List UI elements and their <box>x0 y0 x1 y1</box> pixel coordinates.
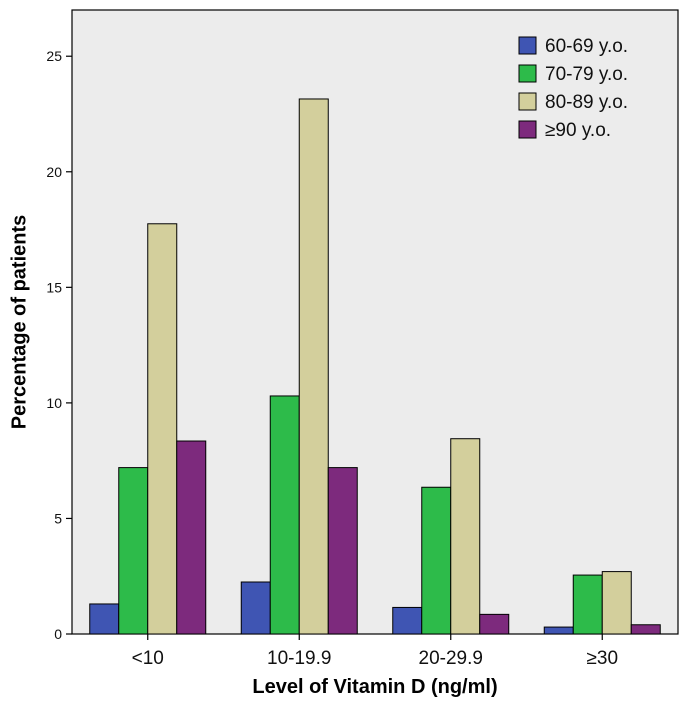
y-tick-label: 10 <box>46 395 62 411</box>
x-axis: <10 10-19.9 20-29.9 ≥30 <box>132 634 618 669</box>
bar-4-2 <box>572 574 603 635</box>
legend-label: 60-69 y.o. <box>545 36 628 57</box>
bar-3-4 <box>479 613 510 635</box>
bar-2-4 <box>327 467 358 635</box>
bar-2-1 <box>240 581 271 635</box>
y-axis-title: Percentage of patients <box>8 215 30 430</box>
bar-3-1 <box>392 606 423 635</box>
bar-4-4 <box>630 624 661 635</box>
x-tick-label: ≥30 <box>586 648 618 669</box>
x-tick-label: 20-29.9 <box>419 648 483 669</box>
y-tick-label: 0 <box>54 626 62 642</box>
bar-1-4 <box>176 440 207 635</box>
y-tick-label: 20 <box>46 164 62 180</box>
bar-3-2 <box>421 486 452 635</box>
bar-4-1 <box>543 626 574 635</box>
legend-swatch <box>518 92 537 111</box>
legend-label: ≥90 y.o. <box>545 120 611 141</box>
y-tick-label: 25 <box>46 48 62 64</box>
bar-1-2 <box>118 467 149 635</box>
legend-swatch <box>518 120 537 139</box>
y-axis: 0 5 10 15 20 25 <box>46 48 72 642</box>
legend-swatch <box>518 64 537 83</box>
legend-label: 80-89 y.o. <box>545 92 628 113</box>
bar-4-3 <box>601 571 632 635</box>
bar-3-3 <box>450 438 481 635</box>
x-tick-label: <10 <box>132 648 164 669</box>
legend-label: 70-79 y.o. <box>545 64 628 85</box>
bar-1-3 <box>147 223 178 635</box>
bar-2-3 <box>298 98 329 635</box>
bar-2-2 <box>269 395 300 635</box>
y-tick-label: 5 <box>54 510 62 526</box>
x-axis-title: Level of Vitamin D (ng/ml) <box>252 676 497 698</box>
legend-swatch <box>518 36 537 55</box>
x-tick-label: 10-19.9 <box>267 648 331 669</box>
legend: 60-69 y.o. 70-79 y.o. 80-89 y.o. ≥90 y.o. <box>518 36 628 141</box>
bars-group <box>89 98 661 635</box>
bar-1-1 <box>89 603 120 635</box>
y-tick-label: 15 <box>46 279 62 295</box>
